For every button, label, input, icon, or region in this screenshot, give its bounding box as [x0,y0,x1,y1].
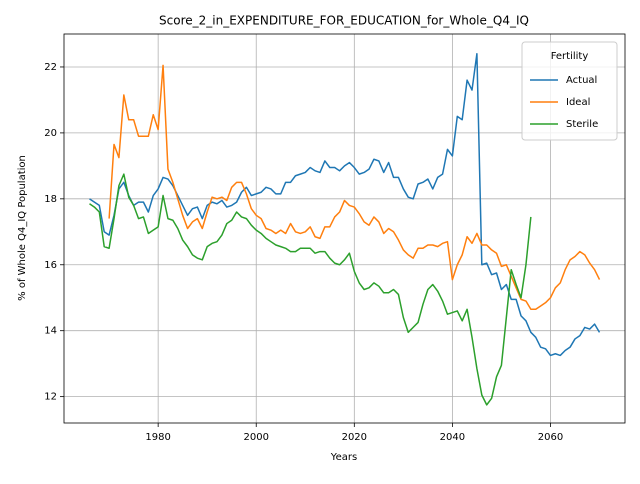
plot-frame [63,33,626,424]
y-tick-label: 14 [44,326,57,337]
series-line [108,64,601,311]
legend-box [521,41,618,141]
y-tick-label: 18 [44,194,57,205]
y-tick-label: 12 [44,392,57,403]
x-tick-label: 1980 [145,432,170,443]
x-axis-label: Years [330,452,357,463]
legend: Fertility Actual Ideal Sterile [521,41,618,141]
y-axis-label: % of Whole Q4_IQ Population [17,155,28,301]
x-tick-label: 2020 [342,432,367,443]
legend-label: Sterile [566,119,598,130]
legend-label: Actual [566,75,597,86]
legend-label: Ideal [566,97,590,108]
x-tick-label: 2000 [244,432,269,443]
legend-title: Fertility [551,51,589,62]
x-tick-label: 2060 [538,432,563,443]
series-line [89,173,532,406]
y-tick-label: 20 [44,128,57,139]
chart-title: Score_2_in_EXPENDITURE_FOR_EDUCATION_for… [159,14,529,28]
x-tick-label: 2040 [440,432,465,443]
y-tick-label: 16 [44,260,57,271]
y-tick-label: 22 [44,62,57,73]
